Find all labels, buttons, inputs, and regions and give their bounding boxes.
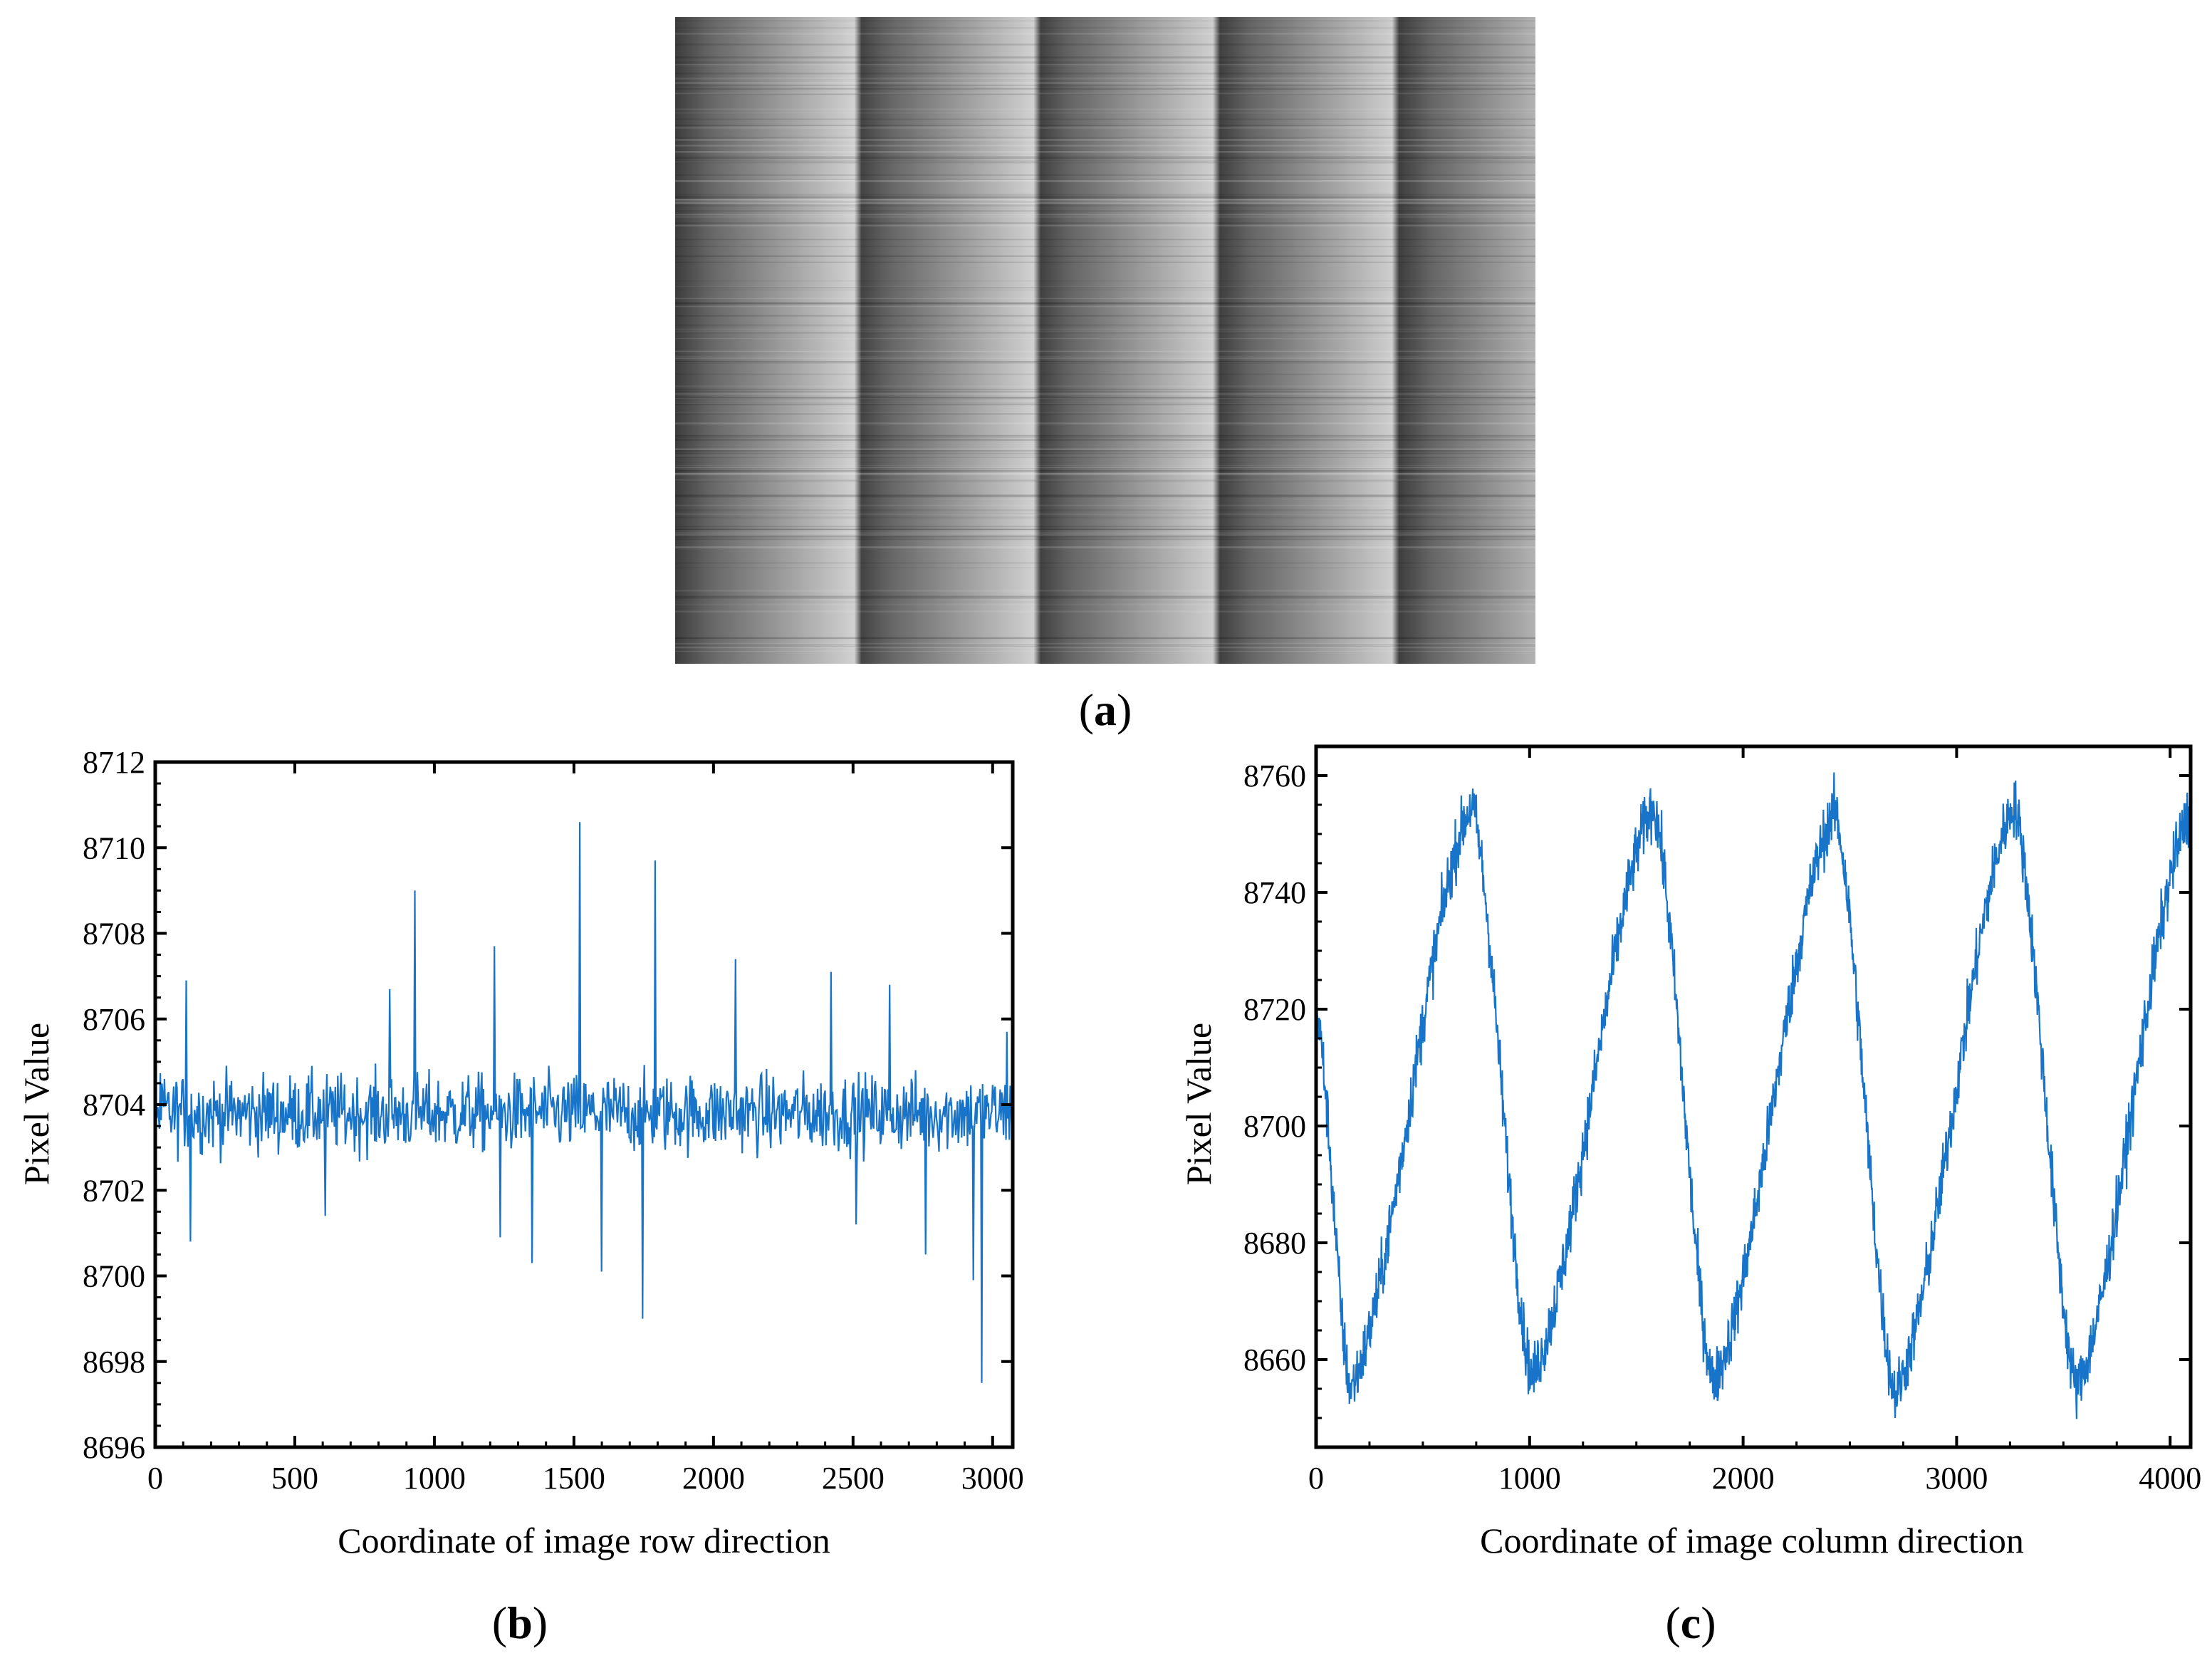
y-tick-label: 8708 [83, 917, 145, 951]
panel-a: (a) [675, 17, 1535, 735]
chart-c-ylabel: Pixel Value [1179, 1023, 1219, 1185]
x-tick-label: 0 [147, 1461, 163, 1496]
chart-b-ticks: 0 500 1000 1500 2000 2500 3000 8696 8698 8700 8702… [83, 745, 1024, 1496]
x-tick-label: 2000 [1712, 1461, 1775, 1496]
panel-a-label: (a) [1079, 684, 1132, 735]
x-tick-label: 1000 [1498, 1461, 1561, 1496]
chart-b-ylabel: Pixel Value [16, 1023, 56, 1185]
y-tick-label: 8698 [83, 1345, 145, 1380]
chart-b-series-line [155, 822, 1014, 1383]
chart-c-series-path [1315, 772, 2192, 1419]
y-tick-label: 8712 [83, 745, 145, 780]
y-tick-label: 8680 [1243, 1226, 1306, 1261]
x-tick-label: 0 [1308, 1461, 1324, 1496]
x-tick-label: 500 [271, 1461, 318, 1496]
y-tick-label: 8702 [83, 1173, 145, 1208]
stripe-image [675, 17, 1535, 664]
x-tick-label: 2000 [682, 1461, 745, 1496]
y-tick-label: 8700 [83, 1259, 145, 1294]
y-tick-label: 8696 [83, 1430, 145, 1465]
y-tick-label: 8760 [1243, 758, 1306, 793]
x-tick-label: 3000 [1925, 1461, 1988, 1496]
y-tick-label: 8720 [1243, 992, 1306, 1027]
chart-c-xlabel: Coordinate of image column direction [1480, 1521, 2024, 1560]
chart-c-frame [1314, 744, 2193, 1449]
panel-b-label: (b) [492, 1597, 548, 1648]
x-tick-label: 1500 [543, 1461, 605, 1496]
y-tick-label: 8704 [83, 1088, 145, 1122]
chart-c-series-line [1315, 772, 2192, 1419]
chart-b: 0 500 1000 1500 2000 2500 3000 8696 8698 8700 8702… [16, 745, 1024, 1648]
chart-b-xlabel: Coordinate of image row direction [338, 1521, 830, 1560]
x-tick-label: 1000 [403, 1461, 466, 1496]
chart-c-ticks: 0 1000 2000 3000 4000 8660 8680 8700 8720 8740 876… [1243, 745, 2201, 1496]
x-tick-label: 3000 [961, 1461, 1024, 1496]
y-tick-label: 8706 [83, 1002, 145, 1037]
y-tick-label: 8700 [1243, 1109, 1306, 1144]
x-tick-label: 4000 [2139, 1461, 2201, 1496]
x-tick-label: 2500 [822, 1461, 885, 1496]
panel-c-label: (c) [1665, 1597, 1716, 1648]
chart-c: 0 1000 2000 3000 4000 8660 8680 8700 8720 8740 876… [1179, 744, 2201, 1648]
stripe-image-noise [675, 20, 1535, 652]
y-tick-label: 8740 [1243, 875, 1306, 910]
chart-b-series-path [155, 822, 1014, 1383]
y-tick-label: 8660 [1243, 1342, 1306, 1377]
y-tick-label: 8710 [83, 830, 145, 865]
